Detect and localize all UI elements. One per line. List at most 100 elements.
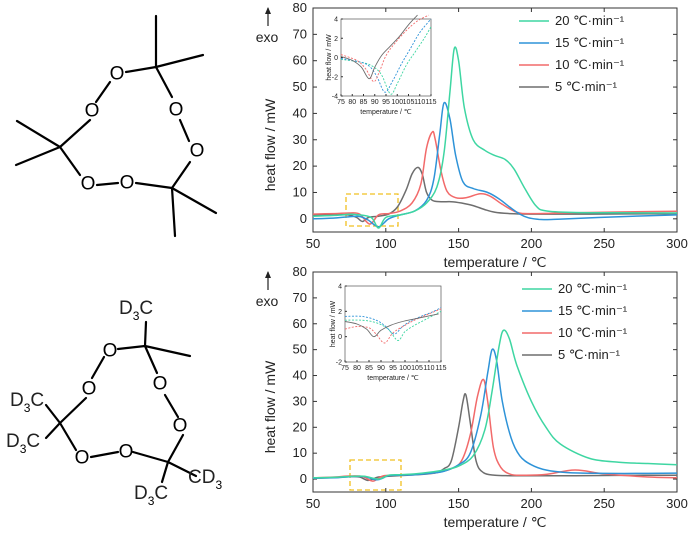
inset-x-tick-label: 90 [377, 365, 385, 372]
bond [95, 181, 120, 187]
molecule-bottom-groups: D3C D3C D3C D3C CD3 [6, 298, 222, 508]
exo-arrowhead-icon [265, 271, 271, 278]
y-tick-label: 70 [293, 290, 307, 305]
inset-x-tick-label: 80 [348, 99, 356, 106]
molecule-top [14, 14, 218, 238]
series-line [312, 378, 678, 482]
y-tick-label: 50 [293, 79, 307, 94]
legend-label: 10 ℃·min⁻¹ [555, 57, 625, 72]
oxygen-atom: O [110, 64, 125, 85]
y-tick-label: 60 [293, 53, 307, 68]
inset-y-tick-label: -2 [336, 360, 342, 367]
molecule-top-atoms: O O O O O O [81, 64, 205, 195]
oxygen-atom: O [81, 174, 96, 195]
cd3-group: CD3 [188, 467, 222, 492]
bond [44, 403, 62, 425]
oxygen-atom: O [120, 173, 135, 194]
inset-y-tick-label: 4 [334, 17, 338, 24]
oxygen-atom: O [169, 100, 184, 121]
inset-background [326, 15, 438, 122]
x-tick-label: 200 [521, 236, 543, 251]
bond [44, 421, 62, 440]
bond [178, 118, 191, 143]
x-tick-label: 50 [306, 236, 320, 251]
legend-label: 20 ℃·min⁻¹ [555, 13, 625, 28]
bond [170, 186, 218, 215]
bond [143, 320, 148, 348]
cd3-group: D3C [10, 390, 44, 415]
legend-label: 15 ℃·min⁻¹ [555, 35, 625, 50]
x-axis-label: temperature / ℃ [444, 514, 547, 530]
oxygen-atom: O [82, 379, 97, 400]
inset-y-tick-label: -2 [332, 74, 338, 81]
bond [166, 433, 185, 464]
x-tick-label: 200 [521, 496, 543, 511]
molecule-bottom-atoms: O O O O O O [75, 341, 188, 469]
molecule-bottom [44, 320, 198, 484]
inset-y-axis-label: heat flow / mW [330, 300, 337, 347]
x-tick-label: 150 [448, 496, 470, 511]
inset-x-axis-label: temperature / ℃ [360, 109, 412, 116]
y-tick-label: 80 [293, 0, 307, 15]
inset-y-axis-label: heat flow / mW [326, 34, 333, 81]
bond [163, 393, 180, 419]
cd3-group: D3C [134, 483, 168, 508]
bond [170, 160, 192, 190]
cd3-group: D3C [6, 431, 40, 456]
legend-label: 20 ℃·min⁻¹ [558, 281, 628, 296]
bond [58, 421, 78, 452]
oxygen-atom: O [173, 416, 188, 437]
inset-x-tick-label: 110 [423, 365, 434, 372]
plot-frame [312, 271, 678, 493]
inset-series-line [340, 26, 432, 95]
y-tick-label: 70 [293, 26, 307, 41]
bond [90, 355, 106, 380]
bond [134, 181, 174, 190]
x-tick-label: 150 [448, 236, 470, 251]
oxygen-atom: O [85, 101, 100, 122]
inset-x-tick-label: 90 [371, 99, 379, 106]
inset-y-tick-label: 2 [334, 36, 338, 43]
oxygen-atom: O [153, 374, 168, 395]
plot-frame [312, 7, 678, 233]
bond [170, 186, 177, 238]
bond [166, 460, 198, 478]
bond [58, 396, 88, 425]
x-tick-label: 250 [593, 236, 615, 251]
inset-y-tick-label: 4 [338, 284, 342, 291]
chart-top: 50 100 150 200 250 30001020304050607080temper… [256, 0, 688, 270]
bond [89, 450, 120, 459]
exo-arrowhead-icon [265, 7, 271, 14]
inset-series-line [344, 310, 442, 341]
y-tick-label: 60 [293, 316, 307, 331]
cd3-group: D3C [119, 298, 153, 323]
inset-x-axis-label: temperature / ℃ [367, 375, 419, 382]
exo-label: exo [256, 29, 279, 45]
inset-x-tick-label: 115 [425, 99, 436, 106]
y-tick-label: 10 [293, 184, 307, 199]
series-line [312, 329, 678, 480]
x-tick-label: 100 [375, 236, 397, 251]
y-tick-label: 30 [293, 132, 307, 147]
y-tick-label: 10 [293, 445, 307, 460]
legend-label: 5 ℃·min⁻¹ [555, 79, 618, 94]
inset-x-tick-label: 75 [341, 365, 349, 372]
bond [14, 145, 62, 167]
x-tick-label: 250 [593, 496, 615, 511]
oxygen-atom: O [119, 442, 134, 463]
x-tick-label: 50 [306, 496, 320, 511]
inset-background [330, 282, 448, 388]
inset-series-line [340, 18, 432, 93]
series-line [312, 348, 678, 481]
oxygen-atom: O [75, 448, 90, 469]
legend-label: 5 ℃·min⁻¹ [558, 347, 621, 362]
bond [58, 118, 92, 149]
inset-x-tick-label: 75 [337, 99, 345, 106]
inset-y-tick-label: -4 [332, 94, 338, 101]
inset-x-tick-label: 100 [391, 99, 403, 106]
inset-x-tick-label: 95 [389, 365, 397, 372]
inset-y-tick-label: 2 [338, 309, 342, 316]
inset-x-tick-label: 85 [360, 99, 368, 106]
inset-x-tick-label: 80 [353, 365, 361, 372]
